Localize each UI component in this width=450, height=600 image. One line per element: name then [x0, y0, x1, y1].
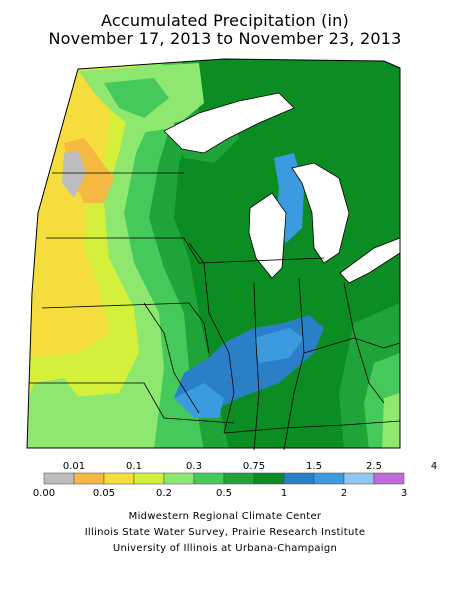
- state-boundaries: [29, 172, 401, 450]
- credit-line2: Illinois State Water Survey, Prairie Res…: [84, 527, 366, 538]
- legend-swatch: [103, 472, 135, 485]
- map-title-line2: November 17, 2013 to November 23, 2013: [48, 29, 402, 48]
- precipitation-map: [26, 58, 401, 450]
- legend-swatch: [223, 472, 255, 485]
- legend-swatch: [193, 472, 225, 485]
- legend-swatch: [343, 472, 375, 485]
- legend-upper-label: 0.01: [63, 461, 85, 472]
- legend-upper-label: 2.5: [366, 461, 382, 472]
- legend-swatch: [253, 472, 285, 485]
- legend-upper-label: 4: [431, 461, 437, 472]
- precipitation-legend: 0.010.10.30.751.52.540.000.050.20.51235: [33, 461, 437, 499]
- legend-swatch: [163, 472, 195, 485]
- legend-lower-label: 0.2: [156, 488, 172, 499]
- legend-lower-label: 1: [281, 488, 287, 499]
- legend-lower-label: 0.5: [216, 488, 232, 499]
- lake-superior: [163, 92, 295, 154]
- great-lakes: [163, 92, 401, 284]
- legend-upper-label: 0.1: [126, 461, 142, 472]
- legend-swatch: [313, 472, 345, 485]
- legend-lower-label: 0.00: [33, 488, 55, 499]
- legend-swatch: [43, 472, 75, 485]
- legend-lower-label: 3: [401, 488, 407, 499]
- lake-michigan: [248, 192, 287, 279]
- legend-upper-label: 0.3: [186, 461, 202, 472]
- credit-line3: University of Illinois at Urbana-Champai…: [112, 543, 338, 554]
- map-title-line1: Accumulated Precipitation (in): [101, 11, 349, 30]
- legend-lower-label: 2: [341, 488, 347, 499]
- legend-swatch: [133, 472, 165, 485]
- lake-huron: [291, 162, 350, 264]
- credit-line1: Midwestern Regional Climate Center: [128, 511, 322, 522]
- legend-swatch: [283, 472, 315, 485]
- legend-swatch: [373, 472, 405, 485]
- legend-upper-label: 1.5: [306, 461, 322, 472]
- legend-swatch: [73, 472, 105, 485]
- legend-lower-label: 0.05: [93, 488, 115, 499]
- legend-upper-label: 0.75: [243, 461, 265, 472]
